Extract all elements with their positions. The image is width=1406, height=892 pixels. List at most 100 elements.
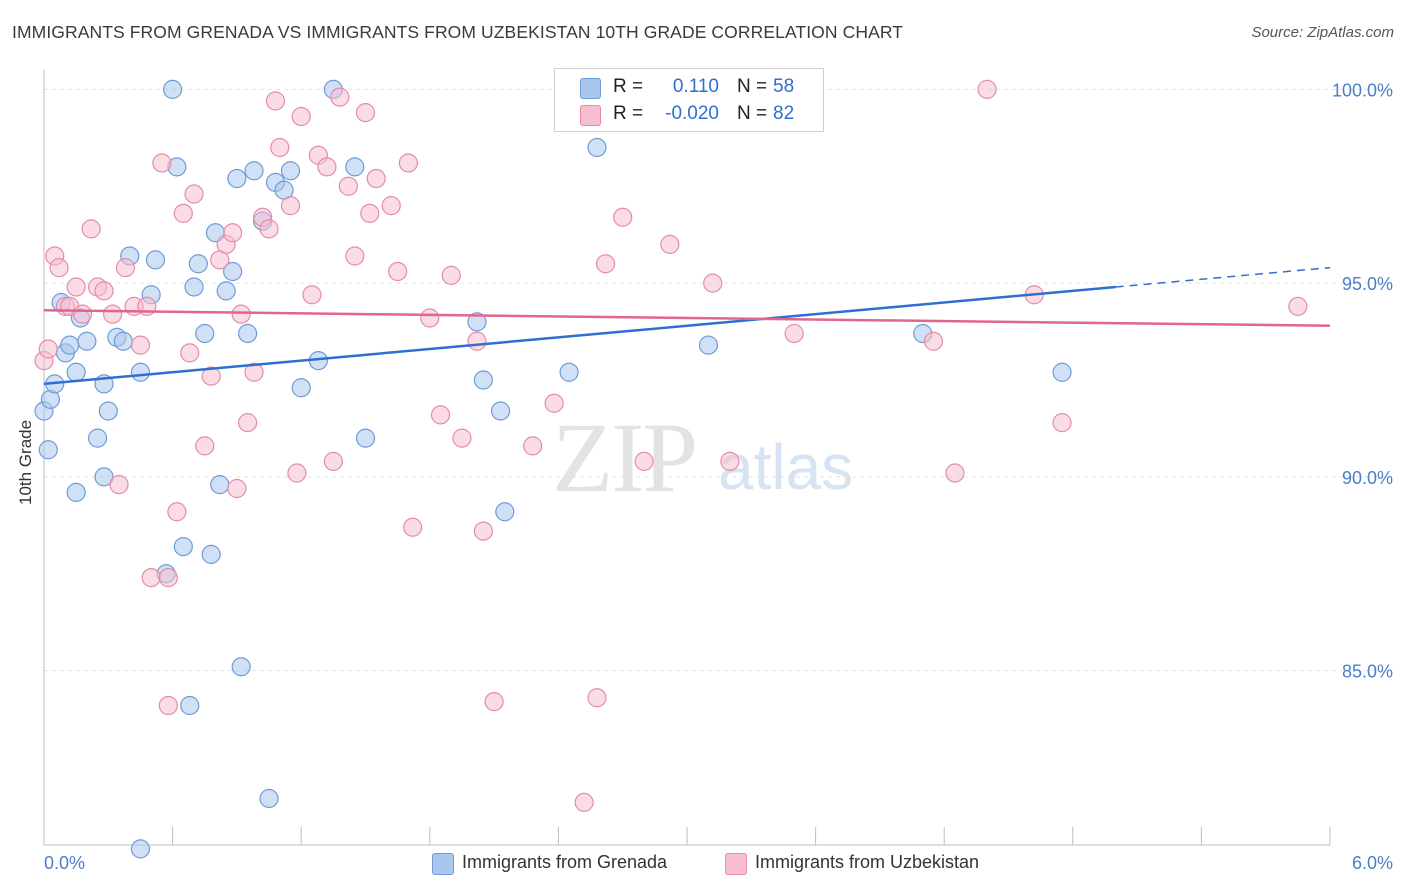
uzbekistan-point	[784, 323, 804, 344]
legend-row-uzbekistan: R = -0.020 N = 82	[555, 101, 823, 129]
grenada-point	[355, 428, 376, 448]
uzbekistan-point	[195, 436, 215, 456]
grenada-point	[238, 323, 258, 344]
grenada-point	[188, 254, 208, 274]
grenada-point	[473, 370, 493, 390]
uzbekistan-point	[720, 451, 740, 471]
uzbekistan-point	[109, 475, 129, 495]
uzbekistan-point	[330, 87, 350, 107]
grenada-point	[216, 281, 236, 301]
y-tick-label: 95.0%	[1342, 274, 1393, 294]
uzbekistan-point	[587, 688, 607, 708]
grenada-point	[559, 362, 579, 382]
uzbekistan-point	[452, 428, 472, 448]
uzbekistan-point	[158, 695, 178, 716]
uzbekistan-point	[441, 265, 461, 285]
grenada-point	[77, 331, 97, 351]
grenada-point	[66, 362, 86, 382]
y-tick-label: 90.0%	[1342, 468, 1393, 488]
uzbekistan-point	[430, 405, 451, 425]
y-tick-label: 85.0%	[1342, 662, 1393, 682]
grenada-legend-swatch-icon	[432, 853, 454, 875]
uzbekistan-point	[574, 792, 594, 812]
uzbekistan-point	[130, 335, 151, 355]
uzbekistan-point	[72, 304, 93, 324]
grenada-point	[345, 157, 365, 177]
grenada-point	[173, 537, 193, 557]
source-credit[interactable]: Source: ZipAtlas.com	[1251, 24, 1394, 41]
grenada-point	[244, 161, 264, 181]
grenada-legend-label: Immigrants from Grenada	[462, 852, 668, 872]
uzbekistan-point	[180, 343, 200, 363]
grenada-point	[587, 137, 607, 158]
grenada-point	[1052, 362, 1072, 382]
uzbekistan-point	[398, 153, 418, 173]
grenada-point	[280, 161, 301, 181]
uzbekistan-point	[484, 692, 504, 712]
grenada-point	[163, 79, 183, 99]
uzbekistan-point	[523, 436, 543, 456]
uzbekistan-point	[302, 285, 322, 305]
uzbekistan-point	[945, 463, 965, 483]
watermark-zip: ZIP	[552, 402, 698, 513]
uzbekistan-point	[338, 176, 358, 196]
uzbekistan-point	[360, 203, 380, 223]
grenada-trend-line	[43, 285, 1116, 386]
grenada-swatch-icon	[580, 78, 601, 99]
uzbekistan-point	[544, 393, 564, 413]
uzbekistan-point	[94, 281, 114, 301]
uzbekistan-point	[366, 168, 386, 189]
uzbekistan-point	[634, 451, 654, 471]
grenada-point	[87, 428, 108, 448]
uzbekistan-point	[223, 223, 243, 243]
grenada-point	[201, 544, 221, 564]
grenada-point	[259, 788, 279, 809]
chart-title: IMMIGRANTS FROM GRENADA VS IMMIGRANTS FR…	[12, 22, 904, 42]
n-label: N =	[737, 76, 768, 97]
uzbekistan-point	[231, 304, 251, 324]
uzbekistan-point	[259, 219, 279, 239]
uzbekistan-point	[323, 451, 343, 471]
r-label: R =	[613, 103, 644, 124]
grenada-point	[210, 475, 230, 495]
grenada-point	[490, 401, 511, 421]
uzbekistan-point	[660, 234, 680, 254]
grenada-point	[130, 362, 151, 382]
grenada-point	[467, 312, 487, 332]
uzbekistan-point	[420, 308, 440, 328]
grenada-point	[98, 401, 118, 421]
x-tick-label-max: 6.0%	[1352, 853, 1393, 873]
grenada-trend-extension	[1115, 266, 1331, 288]
uzbekistan-point	[49, 258, 69, 278]
uzbekistan-point	[167, 502, 187, 522]
uzbekistan-point	[201, 366, 221, 386]
uzbekistan-point	[388, 261, 408, 282]
grenada-point	[231, 657, 251, 677]
grenada-point	[184, 277, 204, 297]
grenada-point	[180, 695, 200, 716]
uzbekistan-point	[703, 273, 723, 293]
uzbekistan-point	[613, 207, 633, 227]
n-label: N =	[737, 103, 768, 124]
uzbekistan-point	[345, 246, 365, 266]
uzbekistan-point	[280, 196, 301, 216]
grenada-point	[195, 323, 215, 344]
grenada-point	[227, 168, 247, 189]
x-tick-label-min: 0.0%	[44, 853, 85, 873]
legend-row-grenada: R = 0.110 N = 58	[555, 74, 823, 102]
uzbekistan-point	[977, 79, 997, 99]
uzbekistan-point	[473, 521, 493, 541]
uzbekistan-point	[1052, 413, 1072, 433]
uzbekistan-swatch-icon	[580, 105, 601, 126]
uzbekistan-point	[403, 517, 423, 537]
uzbekistan-trend-line	[43, 309, 1331, 327]
uzbekistan-point	[287, 463, 307, 483]
uzbekistan-legend-label: Immigrants from Uzbekistan	[755, 852, 980, 872]
grenada-point	[94, 467, 114, 487]
watermark-atlas: atlas	[718, 431, 854, 503]
y-tick-label: 100.0%	[1332, 80, 1393, 100]
grenada-point	[38, 440, 58, 460]
uzbekistan-point	[238, 413, 258, 433]
grenada-point	[495, 502, 515, 522]
uzbekistan-point	[317, 157, 337, 177]
